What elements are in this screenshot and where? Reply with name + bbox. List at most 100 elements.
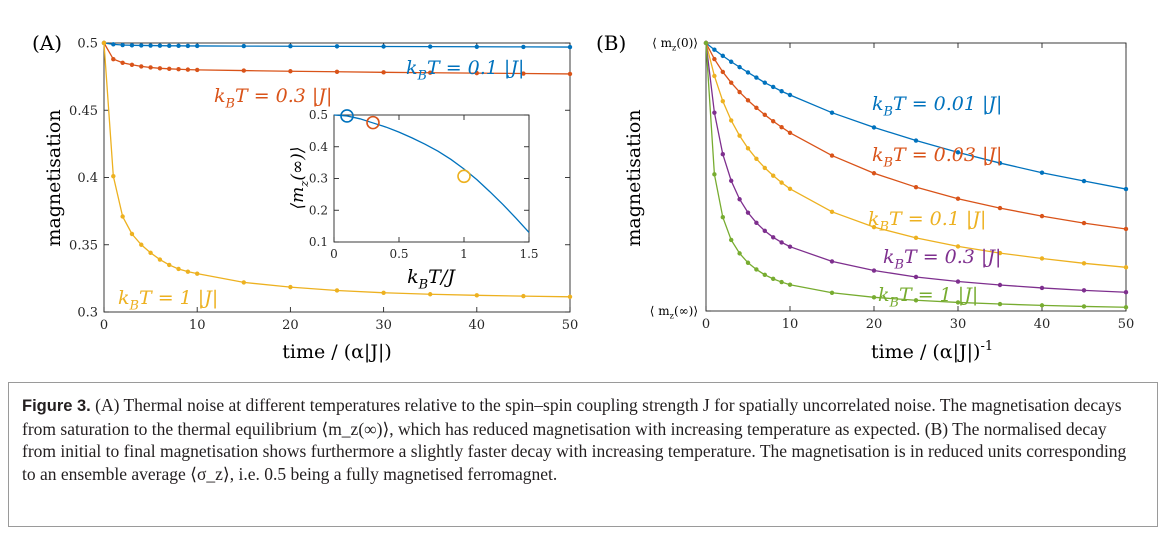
panel-b-series-point [829,153,835,158]
panel-b-x-tick-label: 10 [782,317,799,332]
panel-b-series-label: kBT = 1 |J| [878,284,978,311]
inset-x-tick-label: 0.5 [389,247,408,261]
panel-b-series-point [712,73,717,79]
panel-b-series-point [779,279,784,285]
inset-background [334,115,529,242]
panel-b-series-line [705,42,1127,190]
panel-a-series-point [288,69,293,74]
panel-b-series-point [1039,256,1045,261]
panel-b-series-point [771,119,776,124]
panel-b-series-point [955,300,961,305]
panel-b-series-point [771,84,776,90]
panel-b-series-point [720,98,725,104]
panel-b-series-point [829,209,835,215]
panel-a-series-point [474,44,479,49]
panel-a-series-point [148,65,153,70]
panel-a-series-point [334,69,340,74]
panel-b-series-point [712,172,717,177]
panel-a-x-tick-label: 40 [469,318,486,333]
panel-b-series-point [787,186,793,191]
panel-b-series-point [779,240,784,245]
panel-b-series-point [997,282,1003,288]
panel-a-series-point [167,43,172,49]
caption-label: Figure 3. [22,397,91,415]
panel-b-series-point [754,105,759,111]
panel-b-series-point [1081,288,1087,293]
panel-b-series-point [729,80,734,85]
panel-b-series-point [762,112,767,118]
panel-b-series-point [745,70,751,75]
panel-a-series-point [521,44,526,50]
panel-a-series-point [111,56,116,62]
panel-b-series-point [955,279,961,284]
panel-b-series-point [703,40,709,46]
panel-b-series-point [1123,265,1129,270]
panel-b-series-point [997,205,1003,211]
panel-b-x-tick-label: 30 [950,317,967,332]
panel-b-series-point [871,171,877,176]
panel-b-series-point [787,130,793,135]
inset-y-tick-label: 0.2 [309,203,328,217]
panel-a-x-tick-label: 30 [375,318,392,333]
inset-y-tick-label: 0.3 [309,172,328,186]
panel-a-x-tick-label: 10 [189,318,206,333]
panel-b-series-point [997,160,1003,166]
panel-b-series-line [705,42,1127,230]
panel-a-series-point [111,42,116,47]
panel-b-series-point [754,75,759,80]
panel-b-series-point [771,276,776,282]
panel-a-series-point [176,67,181,72]
panel-a-series-point [129,43,135,48]
panel-b-series-point [871,224,877,230]
panel-b-axes-frame [705,42,1127,312]
inset-y-tick-label: 0.4 [309,140,328,154]
panel-b-series-point [1039,285,1045,291]
panel-b-series-point [712,56,717,62]
panel-b-series-point [913,235,919,241]
panel-b-series-point [779,89,784,94]
panel-b-series-point [955,244,961,249]
panel-b-series-point [737,64,742,70]
inset-x-axis-label: kBT/J [407,266,456,293]
panel-a-series-point [381,44,386,49]
panel-b-series-point [1081,304,1087,309]
panel-b-series-point [779,124,784,130]
panel-a-x-axis-label: time / (α|J|) [282,341,392,363]
panel-a-series-point [139,64,144,69]
panel-b-x-tick-label: 20 [866,317,883,332]
panel-a-series-point [157,257,163,262]
panel-b-series-point [787,282,793,287]
panel-b-series-point [745,210,751,215]
panel-a-series-point [185,43,191,49]
panel-b-series-point [762,272,767,278]
panel-b-y-tick-label: ⟨ mz(0)⟩ [652,36,698,53]
panel-b-series-point [745,146,751,151]
panel-b-series-point [737,89,742,95]
panel-a-series-point [167,66,172,72]
panel-b-series-point [729,178,734,183]
panel-b-series-point [787,92,793,98]
panel-a-y-tick-label: 0.45 [69,104,98,119]
panel-a-series-point [195,67,200,73]
panel-a-series-point [381,290,386,295]
panel-b-series-point [913,184,919,190]
panel-b-series-point [913,274,919,280]
panel-b-series-point [779,180,784,185]
panel-a-y-tick-label: 0.5 [77,37,98,52]
panel-b-series-point [720,69,725,75]
panel-b-series-point [720,215,725,220]
panel-a-series-point [139,242,144,247]
panel-a-x-tick-label: 50 [562,318,579,333]
panel-a-series-point [176,43,181,49]
panel-b-series-point [771,173,776,178]
panel-a-series-point [428,44,433,49]
figure-caption: Figure 3. (A) Thermal noise at different… [22,394,1142,485]
panel-a-series-point [129,62,135,67]
panel-a-series-point [111,173,116,179]
panel-b-series-label: kBT = 0.3 |J| [883,246,1001,273]
panel-a-series-label: kBT = 0.1 |J| [406,57,524,84]
panel-b-series-point [955,196,961,201]
panel-b-series-label: kBT = 0.01 |J| [872,93,1002,120]
